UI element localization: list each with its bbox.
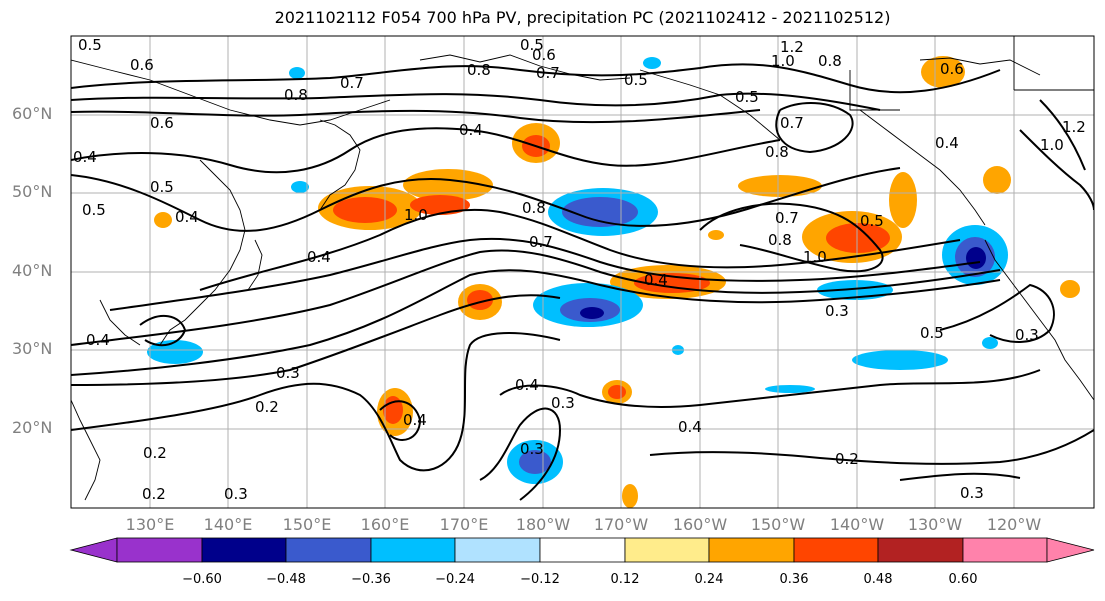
contour-label: 0.8 <box>818 52 842 70</box>
contour-label: 1.2 <box>1062 118 1086 136</box>
contour-label: 0.4 <box>403 411 427 429</box>
lat-label: 40°N <box>12 261 53 280</box>
contour-label: 0.4 <box>935 134 959 152</box>
lon-label: 140°E <box>203 515 253 534</box>
colorbar-segment <box>370 537 456 563</box>
contour-label: 0.3 <box>1015 326 1039 344</box>
colorbar-tick: 0.36 <box>779 572 809 587</box>
contour-label: 0.2 <box>255 398 279 416</box>
lon-label: 150°E <box>282 515 332 534</box>
lon-label: 170°W <box>593 515 649 534</box>
contour-label: 0.7 <box>529 233 553 251</box>
contour-label: 0.5 <box>624 71 648 89</box>
contour-label: 0.4 <box>73 148 97 166</box>
colorbar-tick: −0.60 <box>182 572 222 587</box>
contour-label: 0.8 <box>522 199 546 217</box>
contour-label: 1.0 <box>1040 136 1064 154</box>
contour-label: 1.0 <box>404 206 428 224</box>
map-title: 2021102112 F054 700 hPa PV, precipitatio… <box>274 8 891 27</box>
colorbar-segment <box>116 537 203 563</box>
contour-label: 0.3 <box>276 364 300 382</box>
lon-label: 160°W <box>672 515 728 534</box>
lat-label: 30°N <box>12 339 53 358</box>
colorbar-tick: −0.24 <box>435 572 475 587</box>
colorbar-tick: 0.48 <box>863 572 893 587</box>
contour-label: 0.8 <box>768 231 792 249</box>
colorbar-tick: −0.36 <box>351 572 391 587</box>
contour-label: 0.2 <box>835 450 859 468</box>
colorbar-tick: −0.12 <box>520 572 560 587</box>
contour-label: 0.5 <box>150 178 174 196</box>
colorbar-segment <box>1046 537 1095 563</box>
lat-label: 50°N <box>12 182 53 201</box>
colorbar-segment <box>708 537 795 563</box>
contour-label: 0.5 <box>82 201 106 219</box>
lon-label: 120°W <box>986 515 1042 534</box>
coastlines <box>71 36 1094 501</box>
contour-label: 0.6 <box>130 56 154 74</box>
contour-label: 0.2 <box>143 444 167 462</box>
precip-negative-anomalies <box>147 57 1008 484</box>
lon-label: 130°E <box>125 515 175 534</box>
lon-label: 160°E <box>360 515 410 534</box>
contour-label: 0.5 <box>860 212 884 230</box>
contour-label: 0.5 <box>78 36 102 54</box>
colorbar-segment <box>454 537 541 563</box>
colorbar-tick: 0.24 <box>694 572 724 587</box>
lon-label: 170°E <box>439 515 489 534</box>
contour-label: 0.7 <box>340 74 364 92</box>
colorbar-segment <box>285 537 372 563</box>
map-frame <box>70 35 1095 509</box>
contour-label: 0.4 <box>175 208 199 226</box>
contour-label: 0.8 <box>467 61 491 79</box>
contour-label: 0.7 <box>536 64 560 82</box>
contour-label: 0.2 <box>142 485 166 503</box>
contour-label: 0.8 <box>765 143 789 161</box>
colorbar-tick: 0.60 <box>948 572 978 587</box>
contour-label: 1.2 <box>780 38 804 56</box>
contour-label: 0.6 <box>532 46 556 64</box>
contour-label: 0.3 <box>224 485 248 503</box>
contour-label: 1.0 <box>803 248 827 266</box>
contour-label: 0.5 <box>920 324 944 342</box>
colorbar-segment <box>793 537 879 563</box>
lat-label: 60°N <box>12 104 53 123</box>
colorbar-segment <box>962 537 1048 563</box>
contour-label: 0.6 <box>940 60 964 78</box>
colorbar-tick: −0.48 <box>266 572 306 587</box>
contour-label: 0.5 <box>520 36 544 54</box>
colorbar <box>69 537 1095 563</box>
contour-label: 0.7 <box>780 114 804 132</box>
contour-label: 0.4 <box>644 271 668 289</box>
contour-label: 0.3 <box>960 484 984 502</box>
contour-label: 0.4 <box>86 331 110 349</box>
colorbar-segment <box>539 537 626 563</box>
contour-label: 0.3 <box>825 302 849 320</box>
colorbar-segment <box>201 537 287 563</box>
contour-label: 0.4 <box>515 376 539 394</box>
contour-labels: 0.5 0.6 0.6 0.4 0.5 0.4 0.4 0.7 0.8 0.8 … <box>73 36 1086 503</box>
contour-label: 0.4 <box>307 248 331 266</box>
lon-label: 130°W <box>907 515 963 534</box>
contour-label: 0.5 <box>735 88 759 106</box>
contour-label: 0.3 <box>551 394 575 412</box>
lon-label: 140°W <box>829 515 885 534</box>
contour-label: 0.4 <box>459 121 483 139</box>
colorbar-segment <box>69 537 118 563</box>
colorbar-tick: 0.12 <box>610 572 640 587</box>
contour-label: 0.6 <box>150 114 174 132</box>
pv-contours <box>71 63 1094 501</box>
contour-label: 0.7 <box>775 209 799 227</box>
lon-label: 150°W <box>750 515 806 534</box>
contour-label: 0.3 <box>520 440 544 458</box>
lat-label: 20°N <box>12 418 53 437</box>
contour-label: 1.0 <box>771 52 795 70</box>
colorbar-segment <box>877 537 964 563</box>
lon-label: 180°W <box>515 515 571 534</box>
contour-label: 0.4 <box>678 418 702 436</box>
contour-label: 0.8 <box>284 86 308 104</box>
colorbar-segment <box>624 537 710 563</box>
